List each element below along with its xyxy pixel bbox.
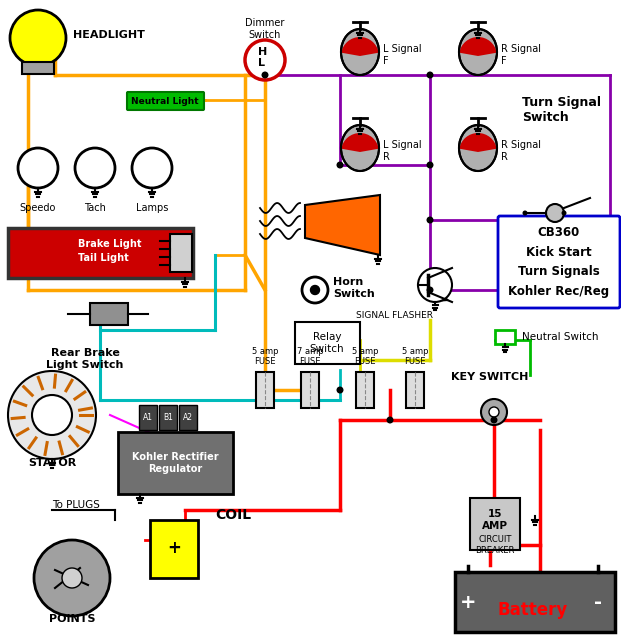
Circle shape xyxy=(427,72,433,79)
Circle shape xyxy=(302,277,328,303)
Text: B1: B1 xyxy=(163,413,173,422)
Circle shape xyxy=(75,148,115,188)
Circle shape xyxy=(427,161,433,168)
Wedge shape xyxy=(342,133,379,152)
Bar xyxy=(118,432,233,494)
Bar xyxy=(150,520,198,578)
Circle shape xyxy=(245,40,285,80)
Bar xyxy=(406,372,424,408)
Circle shape xyxy=(427,216,433,223)
Circle shape xyxy=(386,417,394,424)
Text: Brake Light: Brake Light xyxy=(78,239,142,249)
Bar xyxy=(159,405,177,430)
Circle shape xyxy=(8,371,96,459)
Circle shape xyxy=(32,395,72,435)
Circle shape xyxy=(34,540,110,616)
Circle shape xyxy=(337,161,343,168)
Circle shape xyxy=(18,148,58,188)
Ellipse shape xyxy=(341,29,379,75)
Text: Neutral Switch: Neutral Switch xyxy=(522,332,599,342)
Text: L: L xyxy=(258,58,265,68)
Text: Tail Light: Tail Light xyxy=(78,253,129,263)
Wedge shape xyxy=(460,37,497,56)
Text: KEY SWITCH: KEY SWITCH xyxy=(451,372,528,382)
Bar xyxy=(301,372,319,408)
Text: L Signal
F: L Signal F xyxy=(383,44,422,66)
Text: H: H xyxy=(258,47,267,57)
Wedge shape xyxy=(342,37,379,56)
Circle shape xyxy=(62,568,82,588)
Text: Turn Signal
Switch: Turn Signal Switch xyxy=(522,96,601,124)
Bar xyxy=(179,405,197,430)
Bar xyxy=(356,372,374,408)
Text: Neutral Light: Neutral Light xyxy=(131,97,199,106)
Text: +: + xyxy=(167,539,181,557)
Text: Dimmer
Switch: Dimmer Switch xyxy=(245,18,284,40)
Bar xyxy=(8,228,193,278)
Text: L Signal
R: L Signal R xyxy=(383,140,422,162)
Text: Battery: Battery xyxy=(498,601,568,619)
Ellipse shape xyxy=(459,29,497,75)
Text: COIL: COIL xyxy=(215,508,251,522)
Text: Tach: Tach xyxy=(84,203,106,213)
Bar xyxy=(90,303,128,325)
Text: Horn
Switch: Horn Switch xyxy=(333,277,374,299)
Text: -: - xyxy=(594,593,602,611)
Circle shape xyxy=(310,285,319,294)
Text: POINTS: POINTS xyxy=(49,614,95,624)
FancyBboxPatch shape xyxy=(498,216,620,308)
Text: 7 amp
FUSE: 7 amp FUSE xyxy=(297,347,324,366)
Bar xyxy=(22,62,54,74)
Text: CB360
Kick Start
Turn Signals
Kohler Rec/Reg: CB360 Kick Start Turn Signals Kohler Rec… xyxy=(509,225,610,298)
Bar xyxy=(170,234,192,272)
Bar xyxy=(455,572,615,632)
Text: Lamps: Lamps xyxy=(136,203,168,213)
Circle shape xyxy=(481,399,507,425)
Text: Relay
Switch: Relay Switch xyxy=(310,332,344,354)
Bar xyxy=(295,322,360,364)
Text: +: + xyxy=(460,593,476,611)
Bar xyxy=(470,498,520,550)
Text: To PLUGS: To PLUGS xyxy=(52,500,100,510)
Wedge shape xyxy=(460,133,497,152)
Text: Rear Brake
Light Switch: Rear Brake Light Switch xyxy=(47,348,124,370)
Circle shape xyxy=(561,211,566,216)
Text: 15
AMP: 15 AMP xyxy=(482,509,508,531)
Circle shape xyxy=(427,287,433,294)
Ellipse shape xyxy=(341,125,379,171)
Circle shape xyxy=(261,72,268,79)
Text: 5 amp
FUSE: 5 amp FUSE xyxy=(252,347,278,366)
Circle shape xyxy=(546,204,564,222)
Text: A1: A1 xyxy=(143,413,153,422)
Circle shape xyxy=(418,268,452,302)
Text: A2: A2 xyxy=(183,413,193,422)
FancyBboxPatch shape xyxy=(127,92,204,110)
Bar xyxy=(139,405,157,430)
Text: 5 amp
FUSE: 5 amp FUSE xyxy=(351,347,378,366)
Polygon shape xyxy=(305,195,380,255)
Circle shape xyxy=(10,10,66,66)
Text: STATOR: STATOR xyxy=(28,458,76,468)
Text: HEADLIGHT: HEADLIGHT xyxy=(73,30,145,40)
Bar xyxy=(495,330,515,344)
Text: Speedo: Speedo xyxy=(20,203,56,213)
Ellipse shape xyxy=(459,125,497,171)
Text: CIRCUIT
BREAKER: CIRCUIT BREAKER xyxy=(475,535,515,555)
Bar xyxy=(256,372,274,408)
Text: 5 amp
FUSE: 5 amp FUSE xyxy=(402,347,428,366)
Circle shape xyxy=(132,148,172,188)
Text: R Signal
F: R Signal F xyxy=(501,44,541,66)
Circle shape xyxy=(491,417,497,424)
Text: R Signal
R: R Signal R xyxy=(501,140,541,162)
Text: Kohler Rectifier
Regulator: Kohler Rectifier Regulator xyxy=(132,452,219,474)
Circle shape xyxy=(337,387,343,394)
Circle shape xyxy=(489,407,499,417)
Circle shape xyxy=(522,211,527,216)
Text: SIGNAL FLASHER: SIGNAL FLASHER xyxy=(356,311,433,320)
